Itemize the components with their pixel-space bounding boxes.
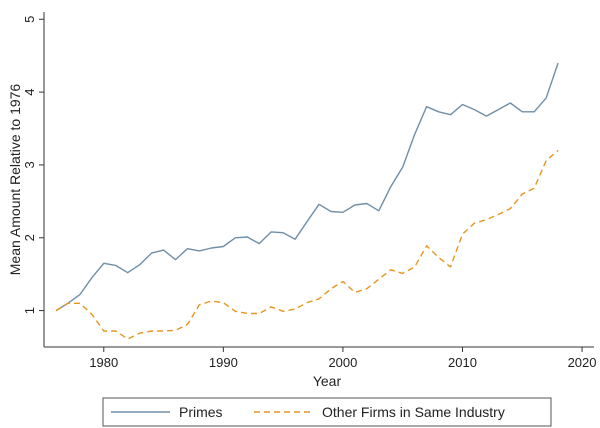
x-tick-label: 2010	[448, 355, 477, 370]
y-tick-label: 2	[22, 234, 37, 241]
x-axis-title: Year	[313, 373, 342, 389]
x-tick-label: 1990	[209, 355, 238, 370]
series-line-1	[55, 149, 559, 340]
axes: 1980 1990 2000 2010 2020 1 2 3 4 5	[22, 12, 597, 370]
legend-label-primes: Primes	[179, 404, 223, 420]
y-axis-title: Mean Amount Relative to 1976	[7, 84, 23, 276]
legend: Primes Other Firms in Same Industry	[102, 397, 552, 427]
y-tick-label: 4	[22, 88, 37, 95]
y-tick-label: 5	[22, 16, 37, 23]
y-tick-label: 1	[22, 307, 37, 314]
series-layer	[55, 62, 559, 340]
series-line-0	[55, 62, 559, 312]
x-tick-label: 2020	[568, 355, 597, 370]
x-tick-label: 2000	[328, 355, 357, 370]
legend-label-other-firms: Other Firms in Same Industry	[322, 404, 505, 420]
legend-box	[102, 397, 552, 427]
y-tick-label: 3	[22, 161, 37, 168]
x-tick-label: 1980	[89, 355, 118, 370]
